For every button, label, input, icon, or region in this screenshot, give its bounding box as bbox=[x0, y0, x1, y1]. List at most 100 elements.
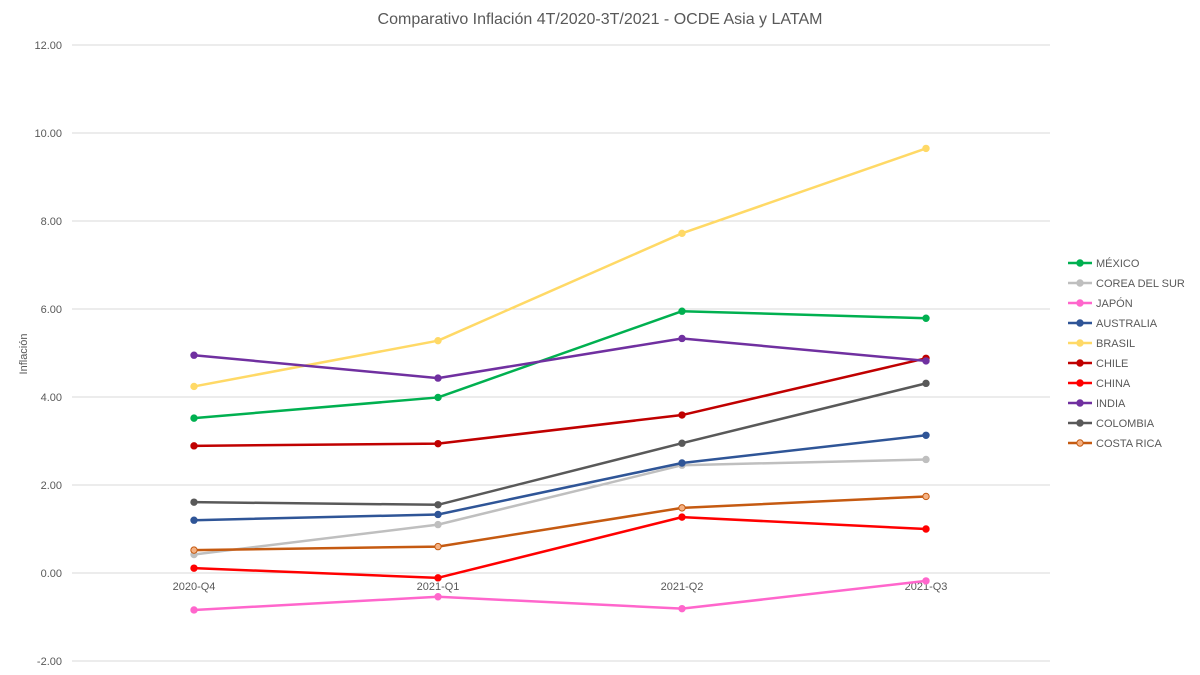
legend-label: COREA DEL SUR bbox=[1096, 278, 1185, 290]
legend-swatch-marker bbox=[1076, 379, 1084, 387]
y-tick-label: 6.00 bbox=[41, 304, 62, 316]
data-point bbox=[190, 564, 198, 572]
legend-label: CHILE bbox=[1096, 358, 1128, 370]
series-line bbox=[192, 357, 928, 448]
series-line bbox=[192, 309, 928, 420]
data-point bbox=[190, 498, 198, 506]
legend-item: COREA DEL SUR bbox=[1068, 278, 1185, 290]
legend-item: AUSTRALIA bbox=[1068, 318, 1158, 330]
x-axis-ticks: 2020-Q4 2021-Q1 2021-Q2 2021-Q3 bbox=[173, 581, 948, 593]
legend-item: MÉXICO bbox=[1068, 257, 1140, 270]
data-point bbox=[922, 379, 930, 388]
data-point bbox=[922, 357, 930, 365]
data-point bbox=[922, 455, 930, 464]
series-corea-del-sur bbox=[190, 455, 930, 559]
series-line bbox=[192, 495, 928, 552]
x-tick-label: 2020-Q4 bbox=[173, 581, 216, 593]
legend: MÉXICO COREA DEL SUR JAPÓN AUSTRALIA BRASIL C… bbox=[1068, 257, 1185, 450]
data-point bbox=[434, 510, 442, 519]
series-japón bbox=[190, 577, 930, 614]
data-point bbox=[922, 144, 930, 153]
series-line bbox=[192, 147, 928, 388]
y-axis-ticks: -2.00 0.00 2.00 4.00 6.00 8.00 10.00 12.00 bbox=[34, 40, 62, 668]
legend-item: JAPÓN bbox=[1068, 297, 1133, 310]
y-tick-label: 12.00 bbox=[34, 40, 62, 52]
data-point bbox=[922, 431, 930, 439]
series-line bbox=[192, 382, 928, 507]
legend-item: COSTA RICA bbox=[1068, 438, 1162, 450]
series-colombia bbox=[190, 379, 930, 509]
data-point bbox=[190, 606, 198, 614]
legend-label: COLOMBIA bbox=[1096, 418, 1155, 430]
data-point bbox=[922, 492, 930, 501]
legend-swatch-marker bbox=[1076, 419, 1084, 427]
series-line bbox=[192, 337, 928, 380]
data-point bbox=[190, 516, 198, 524]
series-méxico bbox=[190, 307, 930, 422]
series-line bbox=[192, 434, 928, 522]
legend-label: AUSTRALIA bbox=[1096, 318, 1158, 330]
legend-swatch-marker bbox=[1076, 299, 1084, 307]
legend-swatch-marker bbox=[1076, 339, 1084, 347]
data-point bbox=[190, 351, 198, 359]
y-tick-label: 2.00 bbox=[41, 480, 62, 492]
series-layer bbox=[190, 144, 930, 614]
y-tick-label: 4.00 bbox=[41, 392, 62, 404]
y-tick-label: -2.00 bbox=[37, 656, 62, 668]
series-line bbox=[192, 579, 928, 612]
data-point bbox=[678, 513, 686, 521]
legend-item: COLOMBIA bbox=[1068, 418, 1155, 430]
data-point bbox=[922, 577, 930, 585]
legend-swatch-marker bbox=[1076, 259, 1084, 267]
legend-swatch-marker bbox=[1076, 359, 1084, 367]
data-point bbox=[434, 574, 442, 582]
data-point bbox=[434, 593, 442, 601]
data-point bbox=[190, 442, 198, 450]
data-point bbox=[434, 393, 442, 402]
data-point bbox=[434, 501, 442, 509]
series-australia bbox=[190, 431, 930, 524]
data-point bbox=[434, 439, 442, 448]
data-point bbox=[922, 314, 930, 322]
data-point bbox=[678, 229, 686, 238]
legend-label: CHINA bbox=[1096, 378, 1131, 390]
x-tick-label: 2021-Q3 bbox=[905, 581, 948, 593]
data-point bbox=[922, 525, 930, 533]
data-point bbox=[678, 459, 686, 467]
data-point bbox=[190, 382, 198, 391]
data-point bbox=[434, 520, 442, 529]
data-point bbox=[190, 546, 198, 554]
data-point bbox=[678, 604, 686, 613]
series-chile bbox=[190, 354, 930, 450]
legend-label: COSTA RICA bbox=[1096, 438, 1162, 450]
y-tick-label: 10.00 bbox=[34, 128, 62, 140]
legend-item: CHINA bbox=[1068, 378, 1131, 390]
legend-swatch-marker bbox=[1076, 279, 1084, 287]
gridlines bbox=[72, 44, 1050, 662]
legend-swatch-marker bbox=[1076, 399, 1084, 407]
data-point bbox=[434, 336, 442, 345]
x-tick-label: 2021-Q2 bbox=[661, 581, 704, 593]
data-point bbox=[678, 411, 686, 419]
data-point bbox=[190, 414, 198, 422]
chart-title: Comparativo Inflación 4T/2020-3T/2021 - … bbox=[378, 11, 823, 28]
series-line bbox=[192, 515, 928, 580]
series-china bbox=[190, 513, 930, 582]
legend-label: JAPÓN bbox=[1096, 297, 1133, 310]
series-line bbox=[192, 458, 928, 556]
series-costa-rica bbox=[190, 492, 930, 554]
data-point bbox=[434, 374, 442, 382]
legend-item: INDIA bbox=[1068, 398, 1126, 410]
x-tick-label: 2021-Q1 bbox=[417, 581, 460, 593]
legend-label: BRASIL bbox=[1096, 338, 1135, 350]
series-india bbox=[190, 334, 930, 382]
data-point bbox=[434, 542, 442, 551]
series-brasil bbox=[190, 144, 930, 391]
legend-item: CHILE bbox=[1068, 358, 1128, 370]
legend-item: BRASIL bbox=[1068, 338, 1135, 350]
data-point bbox=[678, 504, 686, 512]
y-tick-label: 0.00 bbox=[41, 568, 62, 580]
y-tick-label: 8.00 bbox=[41, 216, 62, 228]
